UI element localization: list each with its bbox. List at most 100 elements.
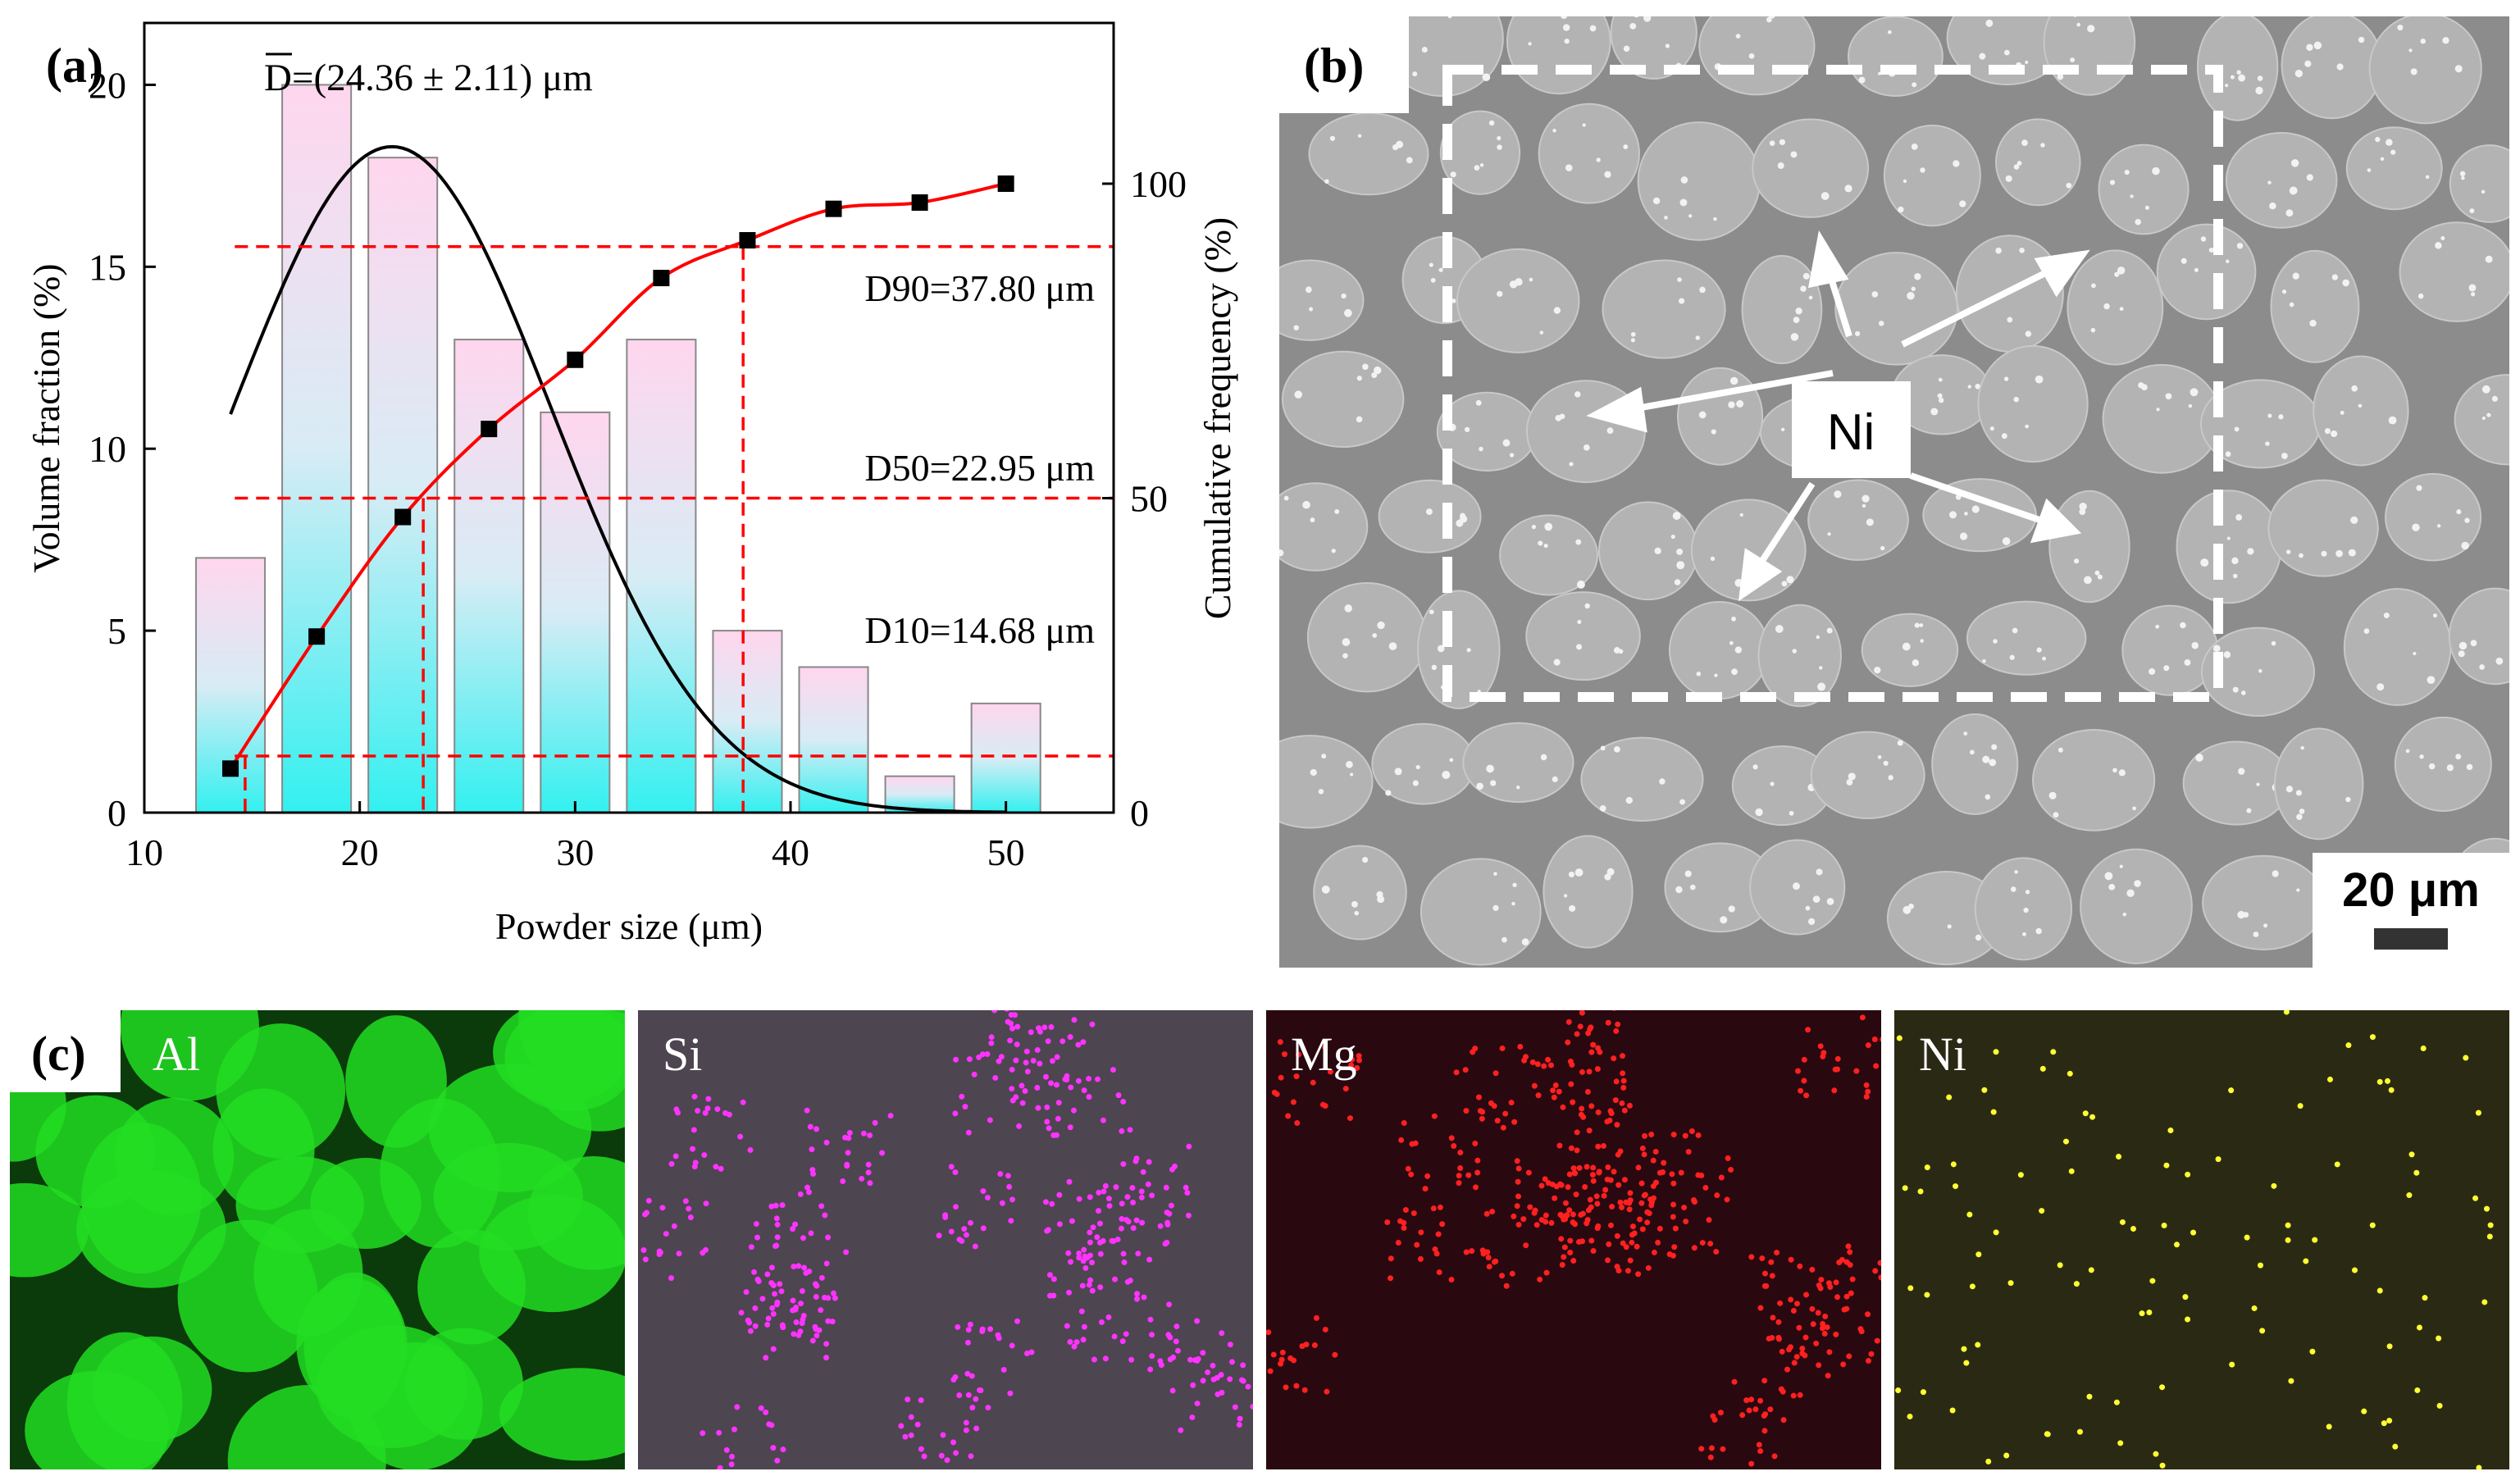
element-dot [844,1161,850,1168]
element-dot [1019,1100,1026,1106]
element-dot [1049,1058,1055,1064]
element-dot [1631,1230,1638,1237]
element-dot [1511,1213,1517,1219]
element-dot [1626,1102,1633,1109]
sem-particle [2313,355,2409,467]
sem-particle [1974,857,2073,961]
ni-speck [2019,248,2025,253]
element-dot [1589,1172,1596,1178]
sem-particle [1419,858,1542,966]
ni-speck [1752,764,1758,770]
ni-speck [1780,427,1785,431]
element-dot [1577,1023,1584,1030]
element-dot [645,1197,652,1204]
element-dot [2146,1309,2153,1315]
element-dot [2257,1262,2263,1269]
element-dot [1799,1346,1806,1352]
element-dot [717,1465,723,1469]
element-dot [2057,1262,2063,1269]
element-dot [1595,1143,1602,1150]
element-dot [1579,1105,1585,1112]
ni-speck [1357,134,1362,138]
ni-speck [2073,558,2080,564]
ni-speck [1625,796,1633,804]
ni-speck [2272,870,2279,877]
element-dot [846,1130,853,1137]
element-dot [1713,1248,1720,1255]
element-dot [2334,1161,2340,1168]
ni-speck [1739,512,1743,517]
element-dot [1656,1225,1663,1232]
element-dot [1167,1334,1173,1341]
element-dot [1456,1180,1462,1187]
ni-speck [2281,289,2287,294]
element-dot [968,1219,974,1226]
ni-speck [1995,247,2002,254]
ni-speck [2410,68,2417,75]
element-dot [965,1129,972,1136]
element-dot [2259,1328,2266,1334]
element-dot [1834,1294,1841,1301]
element-dot [1584,1088,1591,1095]
ni-speck [1356,376,1362,381]
ni-speck [1807,918,1816,925]
ni-speck [1538,540,1543,546]
panel-label-a: (a) [46,39,103,93]
element-dot [825,1318,832,1324]
element-dot [1963,1360,1970,1366]
ni-speck [2104,872,2113,881]
ni-speck [1351,900,1358,908]
element-dot [2159,1384,2166,1391]
element-dot [2113,1399,2120,1405]
ni-speck [1808,295,1813,300]
ni-speck [1568,871,1575,878]
ni-speck [1827,532,1831,536]
ni-speck [2304,60,2312,67]
ni-speck [1793,317,1800,324]
ni-speck [1564,39,1570,44]
ni-speck [1755,808,1763,817]
element-dot [2351,1267,2358,1273]
element-dot [2388,1086,2395,1093]
element-dot [1670,1252,1676,1259]
element-dot [2062,1138,2069,1145]
ni-speck [2470,292,2476,297]
element-dot [1635,1271,1642,1278]
element-dot [1405,1165,1411,1172]
sem-particle [2202,854,2326,950]
element-dot [1228,1359,1235,1365]
element-dot [2182,1294,2189,1301]
element-dot [1523,1242,1529,1249]
sem-particle [1279,482,1369,572]
ni-speck [2313,41,2322,50]
ni-speck [1362,363,1369,371]
ni-speck [1688,214,1693,218]
element-dot [1863,1093,1870,1100]
element-dot [812,1323,818,1330]
ni-speck [2247,548,2254,555]
element-dot [1638,1180,1645,1187]
element-dot [1009,1196,1016,1203]
element-dot [770,1445,777,1451]
element-dot [769,1305,776,1311]
element-dot [1432,1246,1438,1253]
bar [367,157,439,813]
ni-speck [1554,7,1558,11]
ni-speck [2257,75,2263,81]
element-dot [2326,1424,2332,1430]
cumulative-point [825,200,842,217]
element-dot [1969,1283,1975,1290]
sem-particle [1279,259,1365,341]
ni-speck [1634,16,1639,18]
element-dot [1626,1200,1633,1206]
ni-speck [1492,904,1499,911]
al-particle [10,1182,89,1278]
ni-speck [1464,426,1470,432]
scale-bar [2374,928,2448,950]
element-dot [672,1153,679,1159]
element-dot [1639,1145,1646,1151]
element-dot [1574,1129,1580,1136]
element-dot [1398,1137,1405,1143]
element-dot [686,1205,692,1212]
